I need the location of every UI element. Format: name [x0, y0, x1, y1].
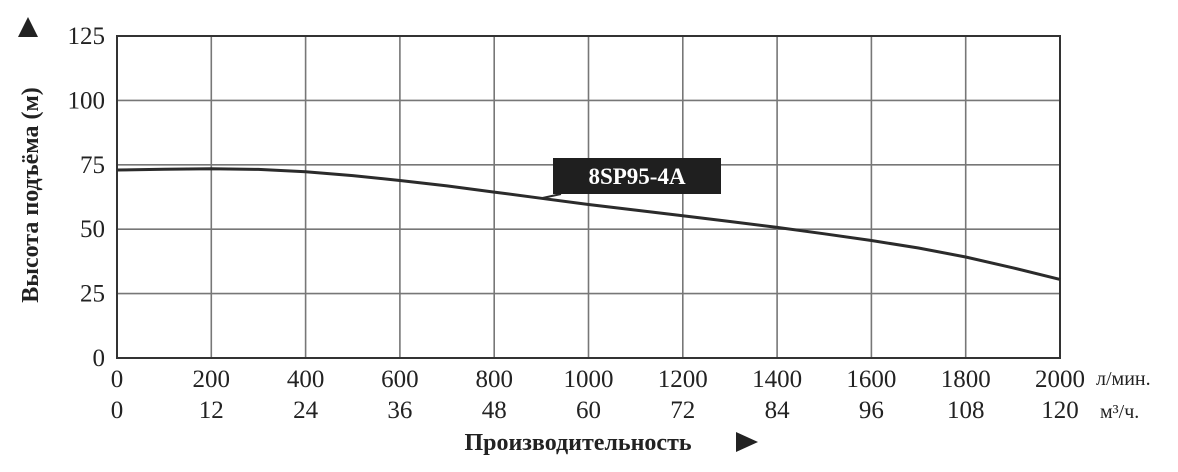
x-tick-label-m3h: 48 [482, 397, 507, 424]
x-tick-label-lmin: 800 [475, 366, 513, 393]
x-axis-title: Производительность [464, 430, 691, 456]
x-tick-label-m3h: 96 [859, 397, 884, 424]
x-tick-label-lmin: 400 [287, 366, 325, 393]
x-tick-label-m3h: 120 [1041, 397, 1079, 424]
x-tick-label-m3h: 84 [765, 397, 791, 424]
x-tick-label-lmin: 600 [381, 366, 419, 393]
x-unit-primary: л/мин. [1096, 368, 1151, 390]
x-tick-label-lmin: 0 [111, 366, 124, 393]
x-tick-label-lmin: 200 [193, 366, 231, 393]
y-tick-label: 75 [80, 152, 105, 179]
y-tick-label: 25 [80, 281, 105, 308]
y-tick-label: 50 [80, 216, 105, 243]
series-line [116, 167, 1061, 281]
x-tick-label-lmin: 2000 [1035, 366, 1085, 393]
series-label-leader [541, 193, 562, 200]
series-layer: 8SP95-4A [116, 158, 1061, 281]
x-tick-label-lmin: 1400 [752, 366, 802, 393]
y-axis-arrow-icon [18, 17, 38, 37]
y-axis-title-group: Высота подъёма (м) [18, 17, 44, 303]
x-tick-label-lmin: 1600 [846, 366, 896, 393]
x-tick-labels: 0 200 400 600 800 1000 1200 1400 1600 1800 2000 0 12… [111, 366, 1085, 424]
grid [116, 35, 1061, 359]
x-tick-label-m3h: 12 [199, 397, 224, 424]
y-tick-label: 125 [68, 23, 106, 50]
x-axis-arrow-icon [736, 432, 758, 452]
x-tick-label-m3h: 0 [111, 397, 124, 424]
x-tick-label-m3h: 60 [576, 397, 601, 424]
x-tick-label-m3h: 108 [947, 397, 985, 424]
x-tick-label-m3h: 24 [293, 397, 319, 424]
y-tick-label: 100 [68, 87, 106, 114]
x-tick-label-lmin: 1200 [658, 366, 708, 393]
y-tick-label: 0 [93, 345, 106, 372]
x-tick-label-m3h: 72 [670, 397, 695, 424]
x-tick-label-lmin: 1000 [564, 366, 614, 393]
series-label-box [553, 158, 721, 194]
x-tick-label-lmin: 1800 [941, 366, 991, 393]
plot-frame [116, 35, 1061, 359]
y-tick-labels: 0 25 50 75 100 125 [68, 23, 106, 372]
x-unit-secondary: м³/ч. [1100, 401, 1139, 423]
x-tick-label-m3h: 36 [387, 397, 412, 424]
y-axis-title: Высота подъёма (м) [18, 87, 44, 303]
series-label: 8SP95-4A [588, 164, 686, 189]
